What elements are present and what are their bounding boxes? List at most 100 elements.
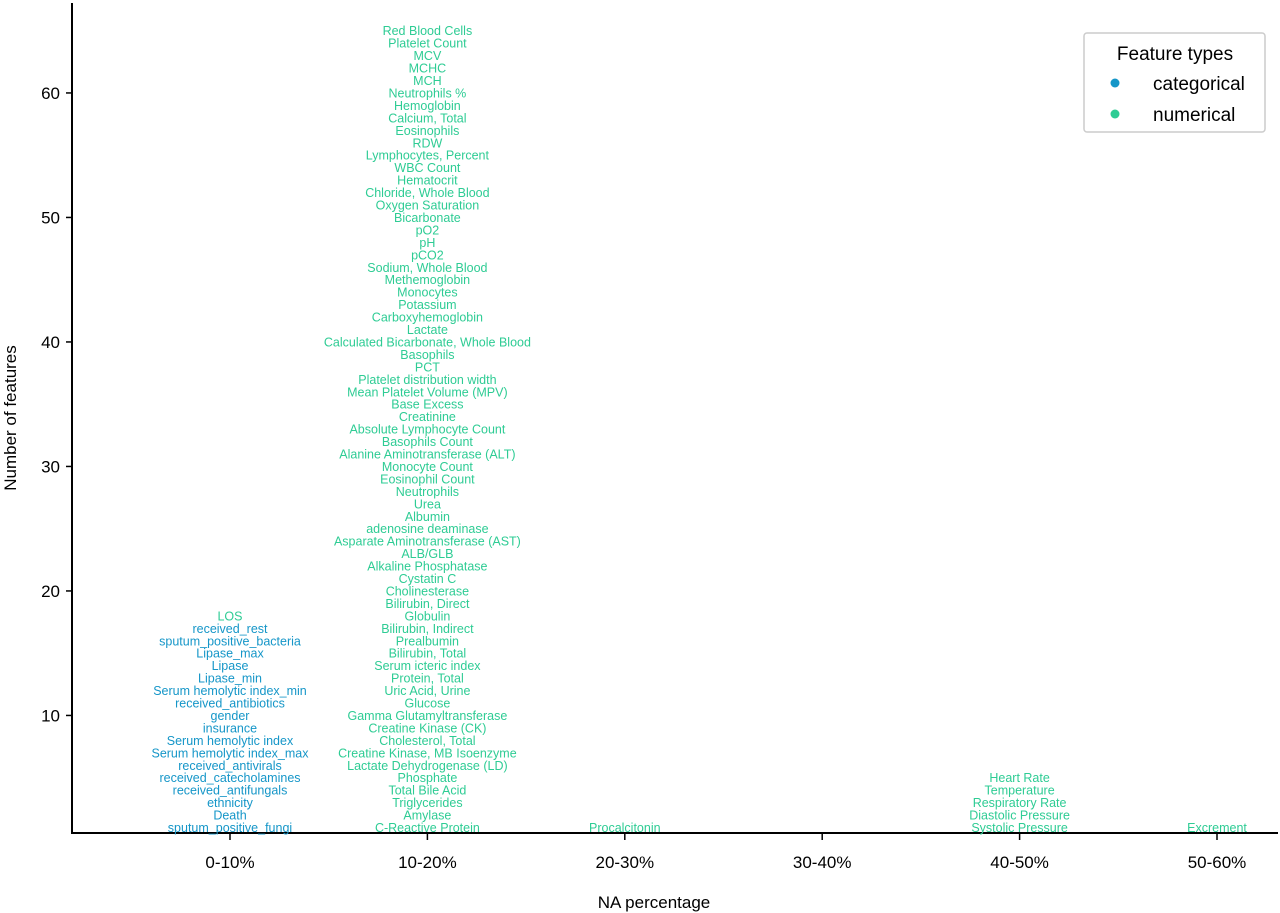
feature-label: Calcium, Total bbox=[388, 111, 466, 125]
feature-label: Mean Platelet Volume (MPV) bbox=[347, 385, 508, 399]
feature-label: Procalcitonin bbox=[589, 821, 661, 835]
y-tick-label-30: 30 bbox=[41, 457, 60, 476]
feature-label: Protein, Total bbox=[391, 672, 464, 686]
feature-label: pCO2 bbox=[411, 248, 444, 262]
feature-label: Urea bbox=[414, 497, 441, 511]
feature-label: MCH bbox=[413, 74, 441, 88]
feature-label: Methemoglobin bbox=[385, 273, 471, 287]
legend-label-numerical: numerical bbox=[1153, 105, 1235, 126]
feature-label: Creatinine bbox=[399, 410, 456, 424]
legend-label-categorical: categorical bbox=[1153, 74, 1245, 95]
feature-label: ALB/GLB bbox=[401, 547, 453, 561]
feature-label: Total Bile Acid bbox=[388, 784, 466, 798]
feature-label: gender bbox=[211, 709, 250, 723]
feature-label: Neutrophils % bbox=[388, 86, 466, 100]
feature-label: Carboxyhemoglobin bbox=[372, 311, 483, 325]
feature-label: Lipase bbox=[212, 659, 249, 673]
feature-label: Bilirubin, Total bbox=[389, 647, 467, 661]
feature-label: Globulin bbox=[404, 609, 450, 623]
feature-label: adenosine deaminase bbox=[366, 522, 488, 536]
x-tick-label-10-20%: 10-20% bbox=[398, 853, 457, 872]
feature-label: received_antibiotics bbox=[175, 697, 285, 711]
y-axis-title: Number of features bbox=[1, 345, 20, 491]
axes: 10 20 30 40 50 60 0-10% 10-20% 20-30% 30-40% 40-5… bbox=[41, 3, 1278, 872]
legend-title: Feature types bbox=[1117, 44, 1233, 65]
feature-label: Alanine Aminotransferase (ALT) bbox=[339, 448, 515, 462]
x-tick-label-50-60%: 50-60% bbox=[1188, 853, 1247, 872]
feature-label: Cystatin C bbox=[399, 572, 457, 586]
feature-label: WBC Count bbox=[394, 161, 461, 175]
feature-label: Chloride, Whole Blood bbox=[365, 186, 489, 200]
feature-label: Monocytes bbox=[397, 286, 457, 300]
feature-label: Lipase_min bbox=[198, 672, 262, 686]
feature-label: Serum hemolytic index bbox=[167, 734, 294, 748]
feature-label: Prealbumin bbox=[396, 634, 459, 648]
feature-label: Phosphate bbox=[398, 771, 458, 785]
feature-label: Amylase bbox=[403, 809, 451, 823]
feature-label: sputum_positive_bacteria bbox=[159, 634, 301, 648]
feature-label: Platelet Count bbox=[388, 37, 467, 51]
y-tick-label-10: 10 bbox=[41, 706, 60, 725]
feature-label: Serum hemolytic index_min bbox=[153, 684, 307, 698]
feature-label: Serum icteric index bbox=[374, 659, 481, 673]
feature-label: Systolic Pressure bbox=[971, 821, 1068, 835]
feature-label: MCV bbox=[414, 49, 442, 63]
feature-label: received_catecholamines bbox=[159, 771, 300, 785]
legend: Feature types categorical numerical bbox=[1083, 32, 1266, 133]
legend-entries: categorical numerical bbox=[1110, 74, 1245, 126]
y-tick-label-20: 20 bbox=[41, 582, 60, 601]
feature-label: Albumin bbox=[405, 510, 450, 524]
x-ticks: 0-10% 10-20% 20-30% 30-40% 40-50% 50-60% bbox=[205, 833, 1246, 872]
feature-label: Potassium bbox=[398, 298, 456, 312]
feature-label: MCHC bbox=[409, 62, 447, 76]
feature-label: Lipase_max bbox=[196, 647, 264, 661]
feature-label: Lymphocytes, Percent bbox=[366, 149, 490, 163]
feature-label: Excrement bbox=[1187, 821, 1247, 835]
feature-label: received_antivirals bbox=[178, 759, 282, 773]
feature-label: Base Excess bbox=[391, 398, 463, 412]
feature-label: Uric Acid, Urine bbox=[384, 684, 470, 698]
feature-label: Heart Rate bbox=[989, 771, 1049, 785]
feature-label: Neutrophils bbox=[396, 485, 459, 499]
feature-label: Diastolic Pressure bbox=[969, 809, 1070, 823]
x-tick-label-30-40%: 30-40% bbox=[793, 853, 852, 872]
feature-label: Creatine Kinase (CK) bbox=[368, 721, 486, 735]
feature-label: received_rest bbox=[192, 622, 268, 636]
legend-marker-categorical bbox=[1110, 78, 1120, 88]
feature-label: ethnicity bbox=[207, 796, 254, 810]
x-tick-label-0-10%: 0-10% bbox=[205, 853, 254, 872]
x-tick-label-20-30%: 20-30% bbox=[595, 853, 654, 872]
y-tick-label-60: 60 bbox=[41, 84, 60, 103]
feature-label: Hemoglobin bbox=[394, 99, 461, 113]
feature-label: PCT bbox=[415, 360, 440, 374]
feature-label: Basophils bbox=[400, 348, 454, 362]
feature-label: Lactate Dehydrogenase (LD) bbox=[347, 759, 508, 773]
feature-label: Bilirubin, Direct bbox=[385, 597, 470, 611]
feature-label: insurance bbox=[203, 721, 257, 735]
feature-label: received_antifungals bbox=[173, 784, 288, 798]
feature-label: Triglycerides bbox=[392, 796, 462, 810]
feature-label: Basophils Count bbox=[382, 435, 474, 449]
feature-label: Lactate bbox=[407, 323, 448, 337]
legend-marker-numerical bbox=[1110, 109, 1120, 119]
feature-label: Platelet distribution width bbox=[358, 373, 496, 387]
feature-label: pO2 bbox=[416, 223, 440, 237]
feature-label: Cholesterol, Total bbox=[379, 734, 475, 748]
feature-label: Death bbox=[213, 809, 246, 823]
feature-label: Temperature bbox=[985, 784, 1055, 798]
y-tick-label-40: 40 bbox=[41, 333, 60, 352]
feature-label: RDW bbox=[412, 136, 442, 150]
feature-label: pH bbox=[419, 236, 435, 250]
feature-label: Calculated Bicarbonate, Whole Blood bbox=[324, 335, 531, 349]
x-axis-title: NA percentage bbox=[598, 893, 710, 912]
feature-label: Bicarbonate bbox=[394, 211, 461, 225]
y-tick-label-50: 50 bbox=[41, 208, 60, 227]
x-tick-label-40-50%: 40-50% bbox=[990, 853, 1049, 872]
feature-label: Cholinesterase bbox=[386, 584, 469, 598]
feature-label: Creatine Kinase, MB Isoenzyme bbox=[338, 746, 517, 760]
feature-label: Respiratory Rate bbox=[973, 796, 1067, 810]
feature-label: Serum hemolytic index_max bbox=[151, 746, 309, 760]
feature-label: Absolute Lymphocyte Count bbox=[349, 423, 505, 437]
feature-label: LOS bbox=[217, 609, 242, 623]
